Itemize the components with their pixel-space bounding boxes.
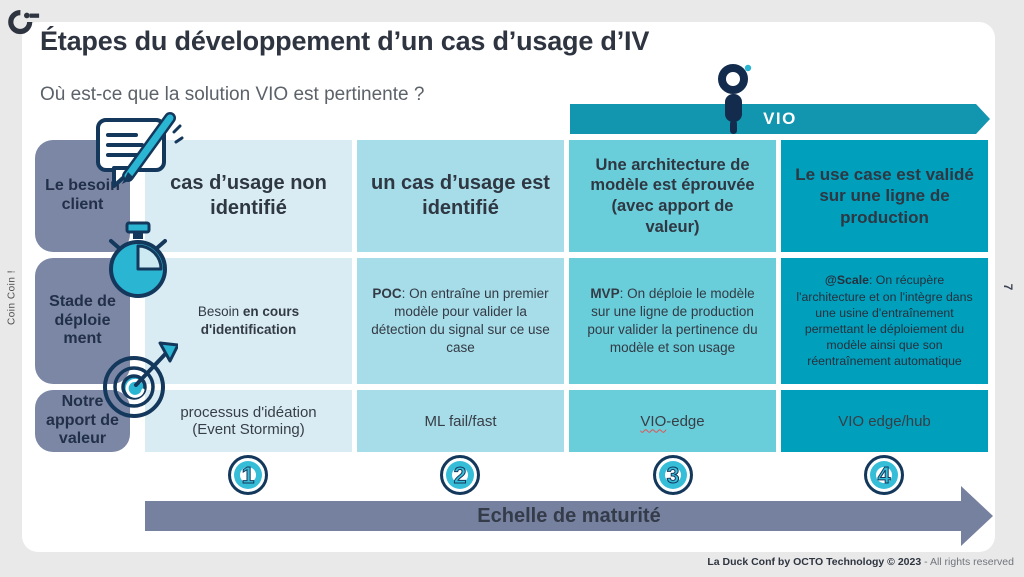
octo-mark-icon: [7, 6, 41, 40]
step-badge-1: 1: [228, 455, 268, 495]
vio-banner-arrow: VIO: [570, 104, 990, 134]
cell-apport-etape4: VIO edge/hub: [781, 390, 988, 452]
page-subtitle: Où est-ce que la solution VIO est pertin…: [40, 84, 425, 105]
vio-camera-pin-icon: [714, 62, 758, 138]
cell-text-bold: MVP: [590, 286, 620, 302]
step-badge-4: 4: [864, 455, 904, 495]
cell-apport-etape3: VIO-edge: [569, 390, 776, 452]
cell-apport-etape1: processus d'idéation (Event Storming): [145, 390, 352, 452]
cell-text-bold: en cours d'identification: [200, 304, 300, 337]
speech-bubble-pencil-icon: [92, 102, 186, 196]
cell-besoin-etape2: un cas d’usage est identifié: [357, 140, 564, 252]
footer-copyright: La Duck Conf by OCTO Technology © 2023 -…: [707, 556, 1014, 568]
step-badge-3: 3: [653, 455, 693, 495]
cell-stade-etape2: POC: On entraîne un premier modèle pour …: [357, 258, 564, 384]
cell-besoin-etape3: Une architecture de modèle est éprouvée …: [569, 140, 776, 252]
cell-text: : On déploie le modèle sur une ligne de …: [587, 286, 758, 355]
cell-besoin-etape4: Le use case est validé sur une ligne de …: [781, 140, 988, 252]
page-number: 7: [1001, 283, 1015, 291]
cell-apport-etape2: ML fail/fast: [357, 390, 564, 452]
row-header-apport-valeur: Notre apport de valeur: [35, 390, 130, 452]
cell-stade-etape3: MVP: On déploie le modèle sur une ligne …: [569, 258, 776, 384]
cell-text-bold: @Scale: [824, 273, 869, 288]
page-title: Étapes du développement d’un cas d’usage…: [40, 26, 650, 56]
cell-text-bold: POC: [372, 286, 402, 302]
cell-text-wavy: VIO: [640, 412, 667, 430]
row-header-besoin-client: Le besoin client: [35, 140, 130, 252]
cell-text: -edge: [666, 412, 705, 430]
cell-text: : On entraîne un premier modèle pour val…: [371, 286, 550, 355]
cell-stade-etape4: @Scale: On récupère l'architecture et on…: [781, 258, 988, 384]
cell-besoin-etape1: cas d’usage non identifié: [145, 140, 352, 252]
step-badge-2: 2: [440, 455, 480, 495]
footer-rights: - All rights reserved: [924, 556, 1014, 568]
cell-stade-etape1: Besoin en cours d'identification: [145, 258, 352, 384]
stopwatch-icon: [99, 221, 177, 301]
side-note: Coin Coin !: [6, 270, 18, 325]
target-dart-icon: [98, 337, 178, 421]
cell-text: Besoin: [197, 304, 243, 320]
cell-text: : On récupère l'architecture et on l'int…: [796, 273, 973, 369]
footer-brand: La Duck Conf by OCTO Technology © 2023: [707, 556, 925, 568]
